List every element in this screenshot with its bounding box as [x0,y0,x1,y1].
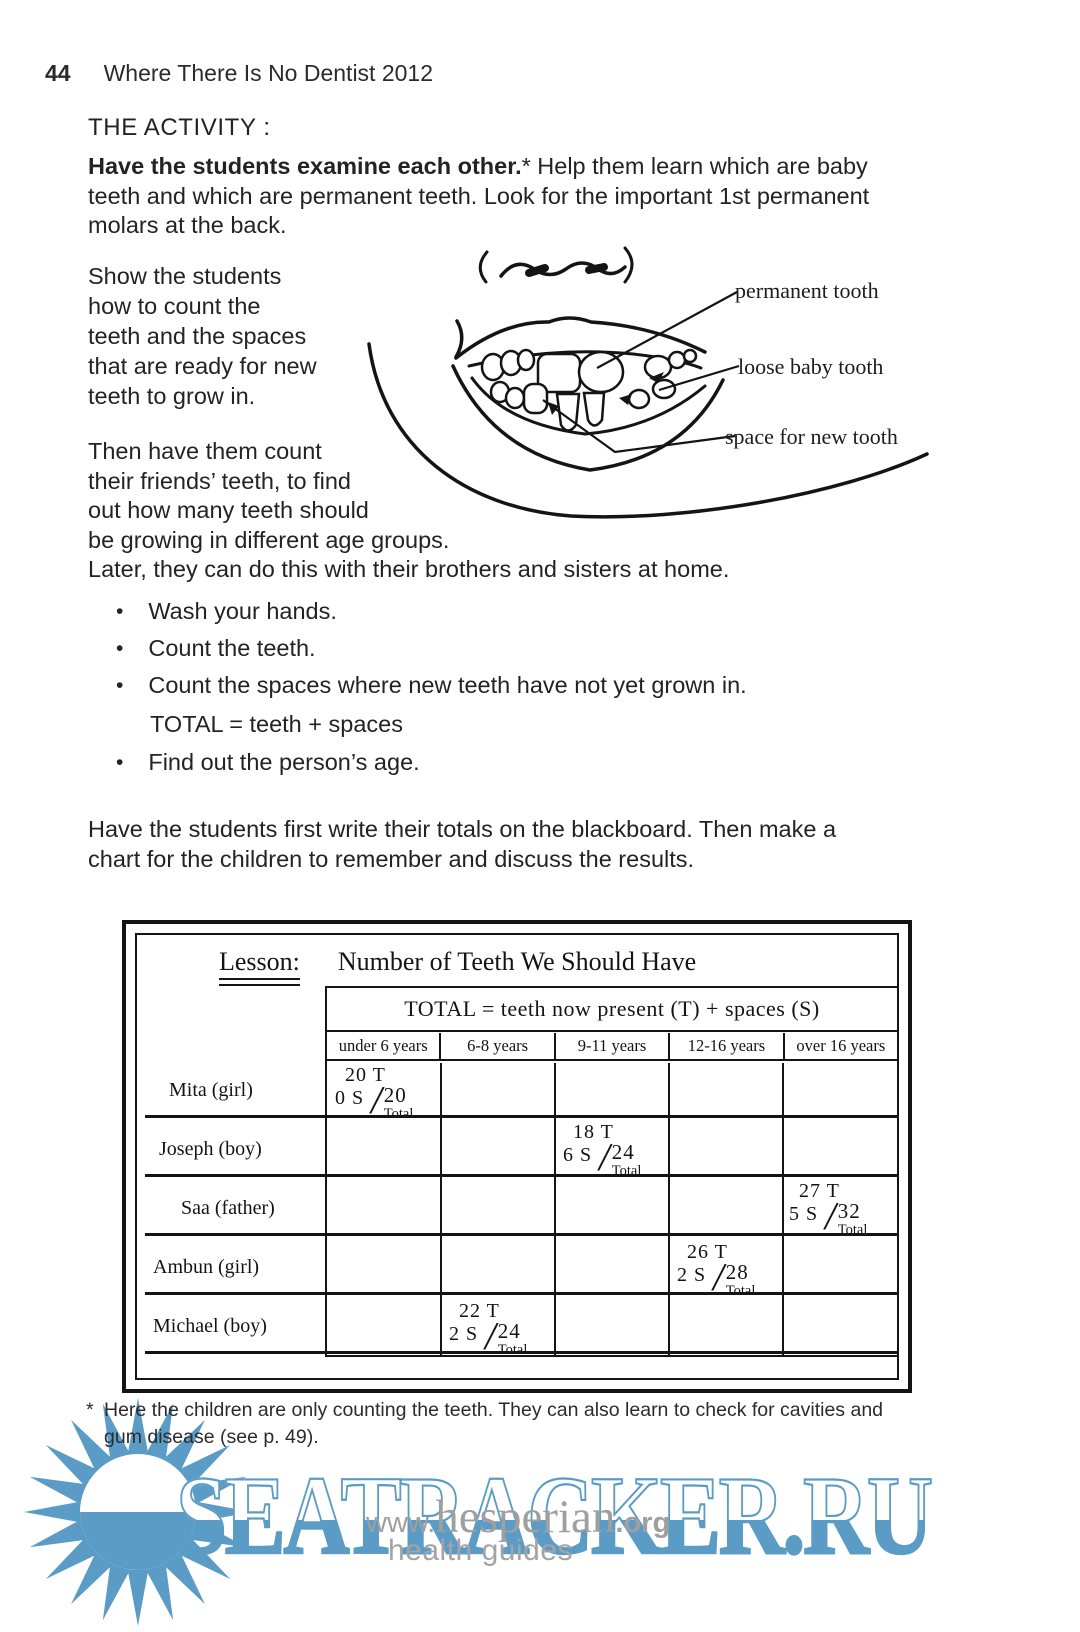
row-line [145,1233,898,1236]
chart-paragraph: Have the students first write their tota… [88,816,837,872]
column-header: over 16 years [784,1033,898,1061]
fraction-slash: / [709,1254,728,1302]
table-title: TOTAL = teeth now present (T) + spaces (… [327,988,897,1032]
table-entry-saa: 27 T 5 S / 32 Total [789,1180,868,1241]
bullet-icon: • [116,637,124,660]
teeth-table: TOTAL = teeth now present (T) + spaces (… [325,986,899,1361]
mouth-drawing-icon [367,246,929,519]
bullet-icon: • [116,600,124,623]
label-permanent-tooth: permanent tooth [735,278,879,303]
label-space-for-new-tooth: space for new tooth [725,424,898,449]
blackboard: Lesson: Number of Teeth We Should Have TO… [122,920,912,1393]
intro-line-1: Have the students examine each other.* H… [88,153,868,179]
lesson-title: Lesson: Number of Teeth We Should Have [219,947,696,986]
fraction-slash: / [821,1193,840,1241]
bullet-icon: • [116,751,124,774]
bullet-item: • Count the spaces where new teeth have … [116,672,747,698]
activity-heading: THE ACTIVITY : [88,114,271,141]
row-line [145,1115,898,1118]
bullet-icon: • [116,674,124,697]
table-entry-joseph: 18 T 6 S / 24 Total [563,1121,642,1182]
table-entry-ambun: 26 T 2 S / 28 Total [677,1241,755,1302]
table-grid-line [553,1063,557,1355]
column-header: 9-11 years [555,1032,671,1061]
table-grid-line [667,1063,671,1355]
fraction-slash: / [595,1134,614,1182]
bullet-item: • Count the teeth. [116,635,316,661]
label-loose-baby-tooth: loose baby tooth [738,354,884,379]
footnote: * Here the children are only counting th… [86,1399,884,1448]
row-name: Michael (boy) [153,1315,267,1337]
row-name: Ambun (girl) [153,1256,260,1278]
fraction-slash: / [367,1077,386,1125]
blackboard-inner-frame: Lesson: Number of Teeth We Should Have TO… [135,933,899,1380]
lesson-label: Lesson: [219,947,300,980]
table-entry-michael: 22 T 2 S / 24 Total [449,1300,527,1361]
row-line [145,1292,898,1295]
row-line [145,1351,898,1354]
row-line [145,1174,898,1177]
book-title: Where There Is No Dentist 2012 [103,60,433,86]
sun-logo-icon [24,1398,252,1626]
column-header: 6-8 years [441,1032,556,1061]
bullet-item: • Wash your hands. [116,598,337,624]
count-paragraph: Then have them count their friends’ teet… [88,438,730,582]
row-name: Saa (father) [181,1197,275,1219]
footnote-asterisk: * [86,1399,94,1421]
intro-paragraph: Have the students examine each other.* H… [88,153,870,238]
column-header: 12-16 years [670,1032,785,1061]
mouth-illustration: permanent tooth loose baby tooth space f… [353,226,973,528]
column-header: under 6 years [327,1032,442,1061]
show-paragraph: Show the students how to count the teeth… [88,263,317,409]
table-grid-line [781,1063,785,1355]
page-number: 44 [45,60,71,86]
table-column-headers: under 6 years 6-8 years 9-11 years 12-16… [327,1032,898,1061]
watermark-tagline: health guides [388,1534,573,1567]
watermark-site-text: SEATRACKER.RU [175,1454,934,1578]
watermark-url: www. hesperian .org [366,1491,671,1543]
bullet-item: • Find out the person’s age. [116,749,420,775]
row-name: Joseph (boy) [159,1138,262,1160]
fraction-slash: / [481,1313,500,1361]
lesson-title-text: Number of Teeth We Should Have [337,947,697,976]
table-entry-mita: 20 T 0 S / 20 Total [335,1064,413,1125]
total-formula: TOTAL = teeth + spaces [150,711,403,737]
table-grid-line [439,1063,443,1355]
row-name: Mita (girl) [169,1079,253,1101]
page-header: 44 Where There Is No Dentist 2012 [45,60,433,87]
